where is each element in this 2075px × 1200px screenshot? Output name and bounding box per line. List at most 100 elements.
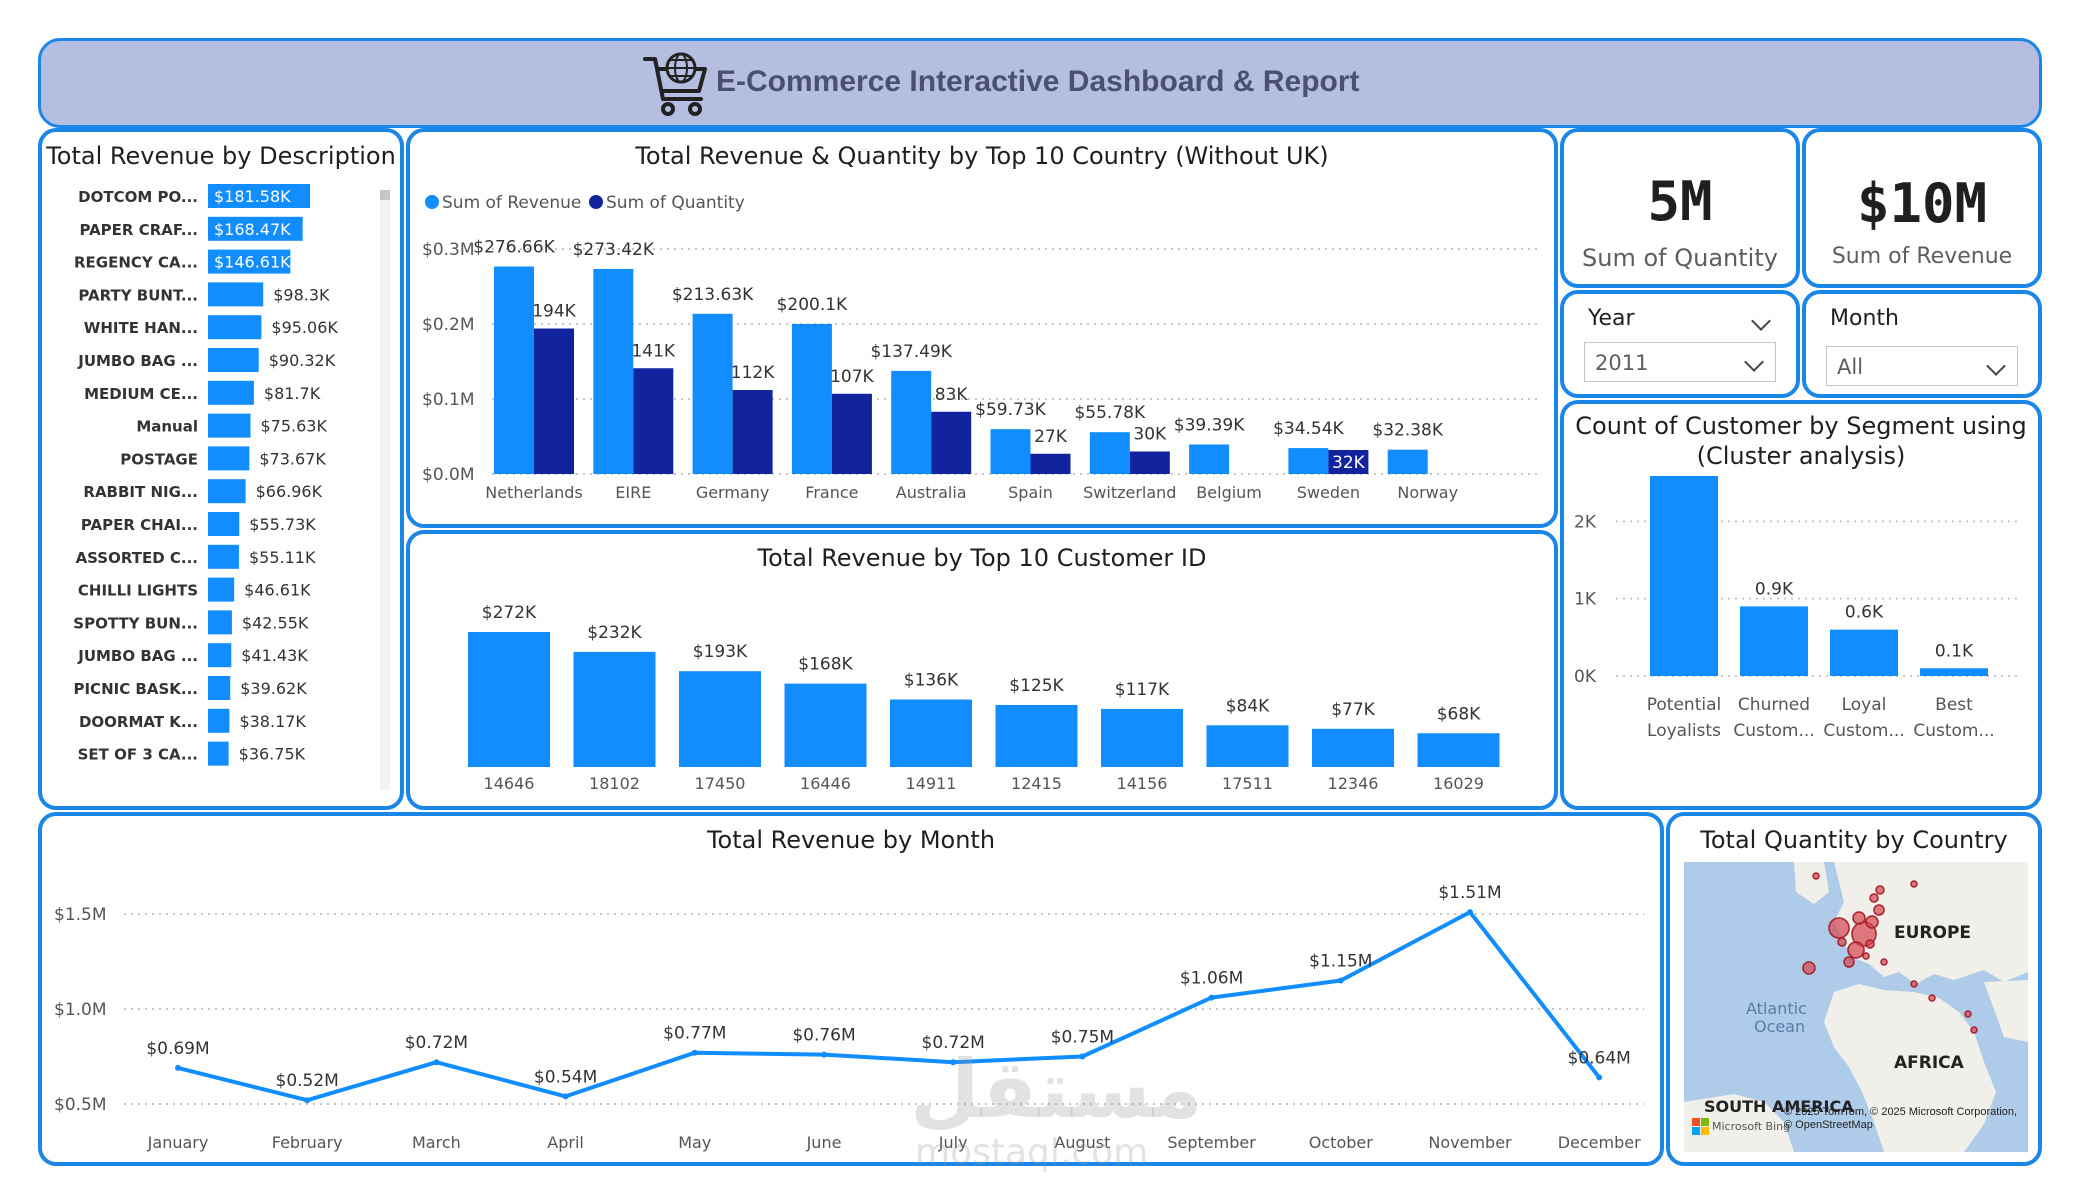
quantity-data-label: 141K	[631, 341, 675, 361]
revenue-customer-panel[interactable]: Total Revenue by Top 10 Customer ID $272…	[406, 530, 1558, 810]
revenue-bar[interactable]	[791, 323, 832, 474]
data-point[interactable]	[950, 1059, 957, 1066]
dashboard-header: E-Commerce Interactive Dashboard & Repor…	[38, 38, 2042, 128]
data-point[interactable]	[1467, 909, 1473, 916]
data-point[interactable]	[1337, 977, 1344, 984]
data-label: $168K	[798, 655, 853, 675]
quantity-data-label: 83K	[935, 385, 969, 405]
bar[interactable]	[208, 479, 246, 504]
data-label: $0.76M	[792, 1026, 855, 1046]
quantity-data-label: 27K	[1034, 427, 1068, 447]
chevron-down-icon[interactable]	[1744, 352, 1764, 372]
category-label: PICNIC BASK...	[73, 680, 198, 698]
data-point[interactable]	[433, 1059, 440, 1066]
month-dropdown[interactable]: All	[1826, 346, 2018, 386]
x-tick-label: 14911	[906, 774, 957, 793]
legend-marker	[425, 195, 439, 209]
bar[interactable]	[208, 184, 310, 208]
chevron-up-icon[interactable]	[1751, 311, 1771, 331]
revenue-bar[interactable]	[990, 429, 1031, 474]
bar[interactable]	[208, 380, 254, 405]
year-slicer[interactable]: Year 2011	[1560, 290, 1800, 398]
revenue-bar[interactable]	[1089, 432, 1130, 474]
data-point[interactable]	[1208, 994, 1215, 1001]
bar[interactable]	[208, 348, 259, 372]
revenue-by-month-panel[interactable]: Total Revenue by Month $0.5M $1.0M $1.5M $0…	[38, 812, 1664, 1166]
customer-segment-panel[interactable]: Count of Customer by Segment using (Clus…	[1560, 400, 2042, 810]
scrollbar-thumb[interactable]	[380, 190, 390, 200]
quantity-bar[interactable]	[1328, 450, 1369, 474]
revenue-bar[interactable]	[1288, 448, 1329, 474]
bar[interactable]	[208, 708, 230, 733]
bar[interactable]	[784, 683, 867, 767]
world-map[interactable]: EUROPE Atlantic Ocean AFRICA SOUTH AMERIC…	[1684, 862, 2028, 1152]
chevron-down-icon[interactable]	[1986, 356, 2006, 376]
bar[interactable]	[1101, 708, 1183, 767]
bar[interactable]	[208, 676, 231, 700]
bar[interactable]	[1830, 629, 1898, 676]
bar[interactable]	[468, 632, 550, 767]
revenue-bar[interactable]	[692, 313, 733, 474]
revenue-quantity-country-panel[interactable]: Total Revenue & Quantity by Top 10 Count…	[406, 128, 1558, 528]
revenue-bar[interactable]	[1189, 444, 1230, 474]
bar[interactable]	[208, 643, 232, 668]
bar[interactable]	[890, 699, 972, 768]
map-credit[interactable]: © 2025 TomTom, © 2025 Microsoft Corporat…	[1784, 1106, 2018, 1131]
revenue-by-description-panel[interactable]: Total Revenue by Description DOTCOM PO..…	[38, 128, 404, 810]
bar[interactable]	[1417, 733, 1500, 767]
quantity-bar[interactable]	[732, 390, 773, 474]
data-label: $39.62K	[240, 679, 307, 698]
data-point[interactable]	[821, 1051, 827, 1058]
bar[interactable]	[208, 315, 262, 340]
quantity-bar[interactable]	[534, 328, 574, 475]
bar[interactable]	[995, 704, 1078, 767]
year-dropdown[interactable]: 2011	[1584, 342, 1776, 382]
scrollbar[interactable]	[380, 190, 390, 790]
month-slicer[interactable]: Month All	[1802, 290, 2042, 398]
data-point[interactable]	[304, 1097, 311, 1104]
bar[interactable]	[1650, 476, 1718, 676]
description-bar-chart[interactable]: DOTCOM PO... $181.58K PAPER CRAF... $168.47…	[42, 172, 404, 810]
quantity-bar[interactable]	[931, 411, 972, 474]
bar[interactable]	[1920, 668, 1988, 676]
bar[interactable]	[208, 512, 240, 536]
map-bubbles[interactable]	[1802, 872, 1978, 1034]
data-point[interactable]	[1079, 1053, 1086, 1060]
quantity-bar[interactable]	[633, 368, 674, 474]
bar[interactable]	[573, 651, 656, 767]
bar[interactable]	[208, 610, 232, 635]
bar[interactable]	[208, 216, 303, 241]
data-label: $1.15M	[1309, 952, 1372, 972]
bar[interactable]	[208, 741, 229, 766]
quantity-bar[interactable]	[1129, 451, 1170, 475]
bar[interactable]	[679, 671, 761, 767]
segment-bar-chart[interactable]: 0K1K2K3K2.6KPotentialLoyalists0.9KChurne…	[1564, 476, 2042, 806]
country-bar-chart[interactable]: Sum of Revenue Sum of Quantity $0.0M $0.1M $…	[410, 180, 1558, 520]
revenue-bar[interactable]	[494, 266, 534, 474]
bar[interactable]	[1740, 606, 1808, 676]
bar[interactable]	[208, 249, 291, 274]
bar[interactable]	[208, 446, 250, 471]
data-label: $46.61K	[244, 581, 311, 600]
bar[interactable]	[1206, 725, 1289, 767]
data-point[interactable]	[1596, 1074, 1603, 1081]
month-line-chart[interactable]: $0.5M $1.0M $1.5M $0.69M January $0.52M Februa…	[42, 860, 1664, 1166]
data-point[interactable]	[562, 1093, 569, 1100]
bar[interactable]	[1312, 728, 1394, 767]
revenue-bar[interactable]	[891, 370, 932, 474]
quantity-by-country-map-panel[interactable]: Total Quantity by Country EUROPE Atlanti…	[1666, 812, 2042, 1166]
quantity-bar[interactable]	[831, 393, 872, 474]
revenue-line[interactable]	[177, 910, 1601, 1103]
revenue-bar[interactable]	[593, 268, 634, 474]
data-label: $75.63K	[260, 417, 327, 436]
x-tick-label: France	[805, 483, 858, 502]
bar[interactable]	[208, 413, 251, 438]
quantity-bar[interactable]	[1030, 453, 1071, 474]
data-point[interactable]	[175, 1064, 181, 1071]
bar[interactable]	[208, 577, 235, 602]
bar[interactable]	[208, 544, 239, 569]
customer-bar-chart[interactable]: $272K 14646 $232K 18102 $193K 17450 $168K 16446…	[410, 574, 1558, 810]
revenue-bar[interactable]	[1387, 449, 1428, 474]
data-point[interactable]	[691, 1049, 698, 1056]
bar[interactable]	[208, 282, 264, 307]
